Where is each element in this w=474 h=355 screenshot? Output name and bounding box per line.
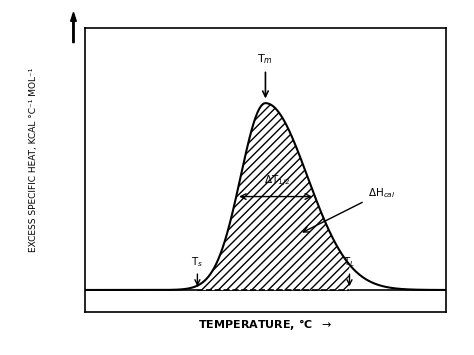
- Text: ΔH$_{cal}$: ΔH$_{cal}$: [303, 186, 395, 232]
- Text: T$_s$: T$_s$: [191, 256, 203, 269]
- X-axis label: TEMPERATURE, °C  $\rightarrow$: TEMPERATURE, °C $\rightarrow$: [198, 317, 333, 332]
- Text: EXCESS SPECIFIC HEAT, KCAL °C⁻¹ MOL⁻¹: EXCESS SPECIFIC HEAT, KCAL °C⁻¹ MOL⁻¹: [29, 67, 37, 252]
- Text: T$_m$: T$_m$: [257, 52, 273, 66]
- Text: ΔT$_{1/2}$: ΔT$_{1/2}$: [264, 174, 291, 189]
- Text: T$_L$: T$_L$: [344, 256, 356, 269]
